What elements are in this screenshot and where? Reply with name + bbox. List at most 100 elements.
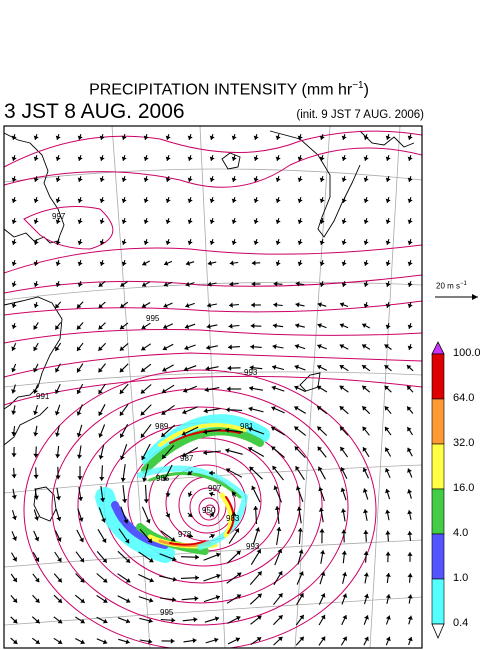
colorbar-under-triangle xyxy=(431,623,445,640)
wind-vector-head xyxy=(143,156,149,161)
wind-vector-head xyxy=(33,282,39,287)
wind-vector-head xyxy=(272,364,277,370)
wind-vector-head xyxy=(363,530,369,534)
wind-vector-head xyxy=(101,518,106,523)
wind-vector-head xyxy=(55,389,60,394)
wind-vector-head xyxy=(125,578,131,583)
wind-vector-head xyxy=(385,177,391,182)
wind-vector-head xyxy=(229,281,234,287)
wind-vector-head xyxy=(407,637,413,642)
wind-vector-head xyxy=(249,466,254,472)
wind-vector-head xyxy=(149,597,154,603)
wind-vector-head xyxy=(294,446,300,451)
wind-vector-head xyxy=(278,571,283,576)
wind-vector-head xyxy=(55,303,60,309)
wind-vector-head xyxy=(385,324,391,329)
wind-vector-head xyxy=(407,552,413,556)
wind-vector-head xyxy=(209,135,215,140)
wind-vector-head xyxy=(362,488,368,493)
isobar-label: 995 xyxy=(160,608,174,617)
wind-vector-head xyxy=(364,636,369,642)
wind-vector-head xyxy=(319,240,325,245)
wind-vector-head xyxy=(33,303,39,308)
wind-vector-head xyxy=(407,385,412,391)
wind-vector-head xyxy=(34,516,40,521)
wind-vector-head xyxy=(55,240,61,245)
wind-vector-head xyxy=(11,303,17,308)
wind-vector-head xyxy=(102,578,108,583)
wind-vector-head xyxy=(297,156,303,161)
wind-vector-head xyxy=(278,636,283,642)
wind-vector-head xyxy=(299,593,304,598)
wind-vector-head xyxy=(294,385,299,391)
wind-vector-head xyxy=(80,578,85,583)
wind-vector-head xyxy=(99,219,105,224)
wind-vector-head xyxy=(255,527,261,532)
wind-vector-head xyxy=(119,367,125,373)
wind-vector-head xyxy=(149,577,154,583)
isobar-label: 989 xyxy=(155,422,169,431)
wind-vector-head xyxy=(12,515,17,520)
wind-vector-head xyxy=(342,593,348,598)
wind-vector-head xyxy=(272,323,277,329)
wind-vector-head xyxy=(99,240,105,245)
wind-vector-head xyxy=(225,448,230,454)
wind-vector-head xyxy=(299,615,304,620)
wind-vector-head xyxy=(385,135,391,140)
wind-vector-head xyxy=(249,365,254,371)
wind-vector-head xyxy=(341,550,347,555)
wind-vector-head xyxy=(143,240,149,245)
wind-vector-head xyxy=(187,219,193,224)
wind-vector-head xyxy=(57,557,62,562)
wind-vector-head xyxy=(317,426,322,431)
wind-vector-head xyxy=(231,156,237,161)
isobar-label: 985 xyxy=(156,474,170,483)
wind-vector-head xyxy=(77,177,83,182)
wind-vector-head xyxy=(275,219,281,224)
wind-vector-head xyxy=(12,536,17,541)
wind-vector-head xyxy=(363,198,369,203)
wind-vector-head xyxy=(225,407,230,413)
wind-vector-head xyxy=(11,453,17,457)
wind-vector-head xyxy=(253,506,259,510)
wind-vector-head xyxy=(165,135,171,140)
wind-vector-head xyxy=(125,558,131,563)
wind-vector-head xyxy=(98,282,104,287)
wind-vector-head xyxy=(253,240,259,245)
wind-vector-head xyxy=(384,344,389,349)
wind-vector-head xyxy=(340,446,345,452)
wind-vector-head xyxy=(119,346,125,351)
wind-vector-head xyxy=(145,518,151,524)
wind-vector-head xyxy=(319,198,325,203)
colorbar-label: 64.0 xyxy=(453,392,475,404)
wind-vector-head xyxy=(163,282,169,287)
wind-vector-head xyxy=(165,513,170,518)
isobar-label: 983 xyxy=(226,514,240,523)
wind-vector-head xyxy=(271,426,276,432)
wind-vector-head xyxy=(275,198,281,203)
wind-vector-head xyxy=(235,637,240,643)
wind-vector-head xyxy=(140,389,146,394)
wind-vector-head xyxy=(298,549,304,554)
wind-vector-head xyxy=(250,344,255,350)
wind-vector-head xyxy=(55,496,61,501)
storm-center-label: 950 xyxy=(202,506,216,515)
wind-vector-head xyxy=(185,281,190,287)
wind-vector-head xyxy=(341,529,347,534)
wind-vector-head xyxy=(55,325,60,330)
wind-vector-head xyxy=(57,639,63,644)
wind-vector-head xyxy=(341,282,347,287)
wind-vector-head xyxy=(294,344,300,349)
wind-vector-head xyxy=(121,240,127,245)
wind-vector-head xyxy=(33,156,39,161)
wind-vector-head xyxy=(362,323,367,328)
wind-vector-head xyxy=(276,527,282,532)
wind-vector-head xyxy=(78,517,84,522)
wind-vector-head xyxy=(187,156,193,161)
wind-vector-head xyxy=(215,595,220,600)
wind-vector-head xyxy=(341,156,347,161)
wind-vector-head xyxy=(253,198,259,203)
wind-vector-head xyxy=(294,426,299,431)
wind-vector-head xyxy=(102,618,108,624)
wind-vector-head xyxy=(142,477,148,482)
